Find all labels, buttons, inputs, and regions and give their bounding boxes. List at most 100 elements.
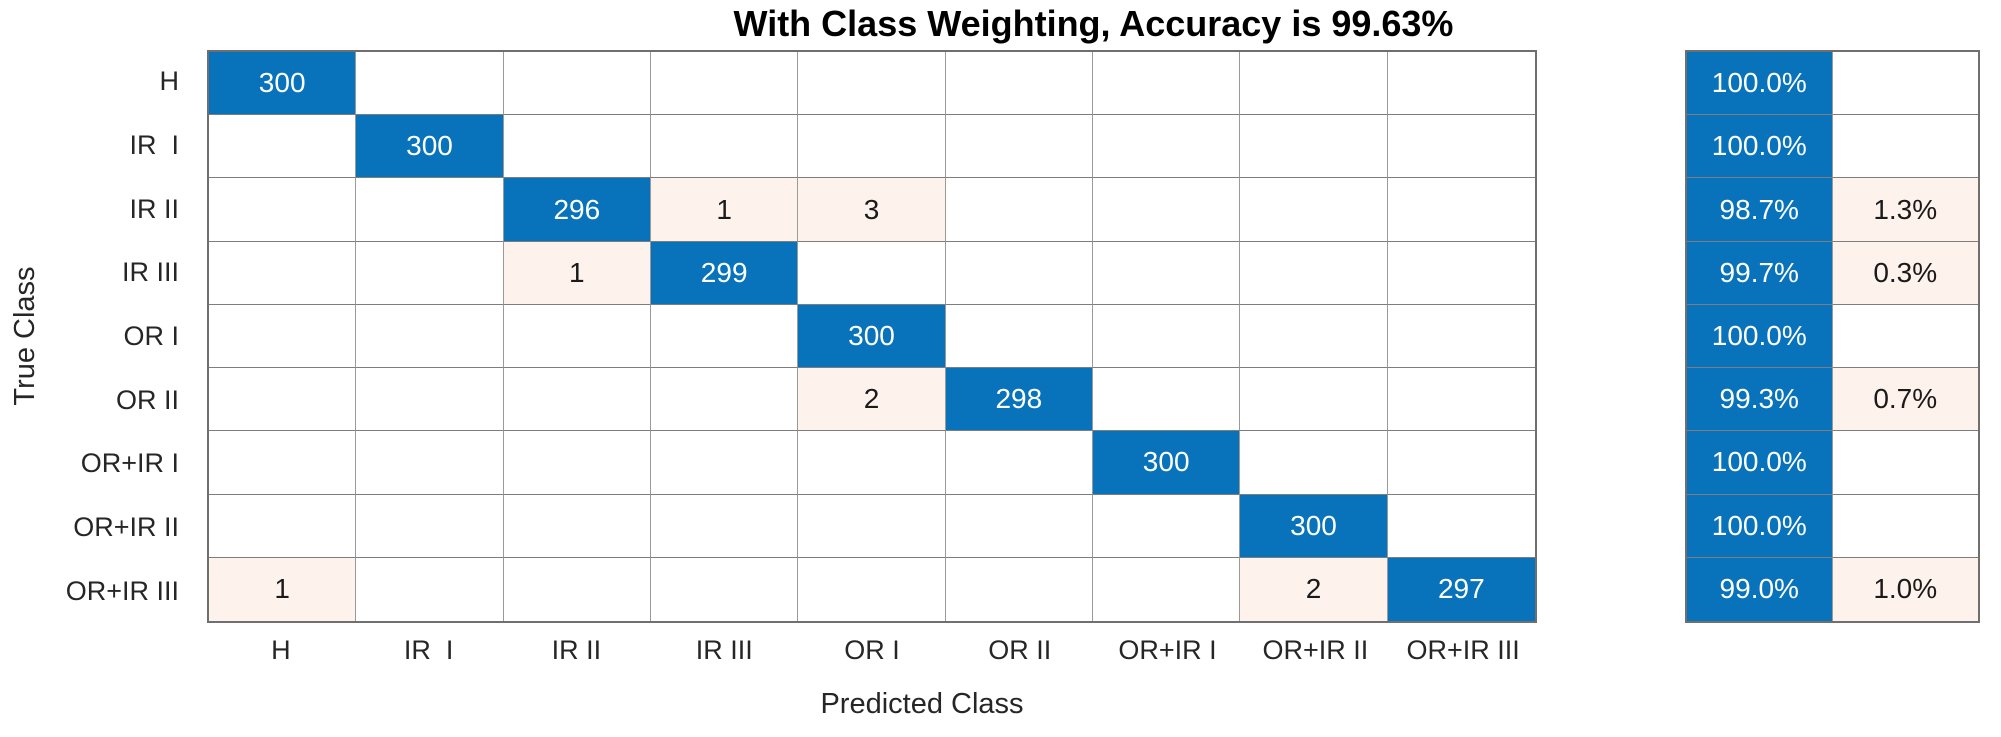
matrix-cell: 300 bbox=[356, 115, 504, 179]
matrix-cell bbox=[650, 494, 799, 558]
matrix-cell bbox=[209, 368, 357, 432]
matrix-cell bbox=[209, 115, 357, 179]
matrix-cell bbox=[503, 115, 651, 179]
y-tick-label: OR+IR II bbox=[73, 511, 179, 542]
summary-correct-cell: 99.0% bbox=[1687, 557, 1833, 621]
matrix-cell bbox=[945, 431, 1093, 495]
matrix-cell bbox=[209, 304, 357, 369]
matrix-cell bbox=[650, 52, 799, 116]
summary-correct-cell: 100.0% bbox=[1687, 115, 1833, 179]
matrix-cell bbox=[1240, 431, 1388, 495]
y-tick-label: OR II bbox=[115, 384, 179, 415]
matrix-cell bbox=[1092, 115, 1241, 179]
matrix-cell bbox=[945, 494, 1093, 558]
matrix-cell bbox=[1092, 494, 1241, 558]
matrix-cell bbox=[209, 431, 357, 495]
matrix-cell bbox=[1092, 368, 1241, 432]
matrix-cell bbox=[1387, 368, 1535, 432]
y-tick-label: IR II bbox=[129, 193, 179, 224]
matrix-cell bbox=[1240, 178, 1388, 242]
matrix-cell bbox=[650, 557, 799, 621]
matrix-cell bbox=[798, 115, 946, 179]
matrix-cell bbox=[945, 304, 1093, 369]
matrix-cell bbox=[1387, 431, 1535, 495]
y-tick-label: OR I bbox=[123, 320, 179, 351]
matrix-cell: 299 bbox=[650, 241, 799, 305]
matrix-cell bbox=[356, 304, 504, 369]
x-tick-label: H bbox=[271, 634, 291, 665]
matrix-cell bbox=[356, 178, 504, 242]
summary-incorrect-cell: 1.3% bbox=[1832, 178, 1978, 242]
matrix-cell bbox=[1387, 304, 1535, 369]
matrix-cell bbox=[503, 304, 651, 369]
summary-incorrect-cell bbox=[1832, 304, 1978, 369]
row-normalized-summary: 100.0% 100.0% 98.7% 1.3% 99.7% 0.3% 100.0% 99.3… bbox=[1685, 50, 1980, 623]
matrix-cell bbox=[798, 557, 946, 621]
matrix-cell: 300 bbox=[798, 304, 946, 369]
matrix-cell bbox=[798, 52, 946, 116]
matrix-cell bbox=[798, 431, 946, 495]
matrix-cell: 296 bbox=[503, 178, 651, 242]
matrix-cell: 2 bbox=[1240, 557, 1388, 621]
matrix-cell bbox=[209, 494, 357, 558]
matrix-cell bbox=[1387, 241, 1535, 305]
x-tick-label: IR I bbox=[403, 634, 454, 665]
matrix-cell: 300 bbox=[209, 52, 357, 116]
matrix-cell: 298 bbox=[945, 368, 1093, 432]
x-tick-label: OR+IR I bbox=[1118, 634, 1217, 665]
summary-correct-cell: 100.0% bbox=[1687, 494, 1833, 558]
summary-correct-cell: 100.0% bbox=[1687, 52, 1833, 116]
matrix-cell bbox=[1092, 178, 1241, 242]
matrix-cell bbox=[1240, 115, 1388, 179]
x-tick-label: OR I bbox=[844, 634, 900, 665]
matrix-cell bbox=[1387, 52, 1535, 116]
summary-correct-cell: 100.0% bbox=[1687, 304, 1833, 369]
x-axis-label: Predicted Class bbox=[820, 688, 1024, 720]
matrix-cell bbox=[1387, 178, 1535, 242]
matrix-cell: 3 bbox=[798, 178, 946, 242]
y-tick-label: IR I bbox=[129, 129, 179, 160]
matrix-cell: 300 bbox=[1240, 494, 1388, 558]
x-tick-label: IR III bbox=[695, 634, 753, 665]
confusion-matrix-grid: 300 300 296 1 3 1 299 300 2 298 300 300 1 2 297 bbox=[207, 50, 1537, 623]
x-tick-label: OR+IR II bbox=[1262, 634, 1369, 665]
matrix-cell bbox=[356, 241, 504, 305]
summary-incorrect-cell bbox=[1832, 115, 1978, 179]
y-axis-tick-labels: H IR I IR II IR III OR I OR II OR+IR I OR+IR II… bbox=[0, 50, 192, 623]
matrix-cell: 1 bbox=[650, 178, 799, 242]
y-tick-label: IR III bbox=[121, 257, 179, 288]
matrix-cell bbox=[650, 431, 799, 495]
matrix-cell bbox=[1092, 241, 1241, 305]
matrix-cell: 1 bbox=[503, 241, 651, 305]
matrix-cell bbox=[356, 494, 504, 558]
matrix-cell bbox=[1240, 368, 1388, 432]
chart-title: With Class Weighting, Accuracy is 99.63% bbox=[733, 3, 1454, 44]
matrix-cell bbox=[1240, 304, 1388, 369]
y-tick-label: OR+IR III bbox=[65, 575, 179, 606]
matrix-cell bbox=[1387, 115, 1535, 179]
matrix-cell bbox=[503, 557, 651, 621]
matrix-cell bbox=[650, 115, 799, 179]
matrix-cell bbox=[356, 557, 504, 621]
matrix-cell bbox=[798, 494, 946, 558]
summary-correct-cell: 100.0% bbox=[1687, 431, 1833, 495]
matrix-cell: 1 bbox=[209, 557, 357, 621]
summary-incorrect-cell bbox=[1832, 52, 1978, 116]
x-tick-label: IR II bbox=[551, 634, 602, 665]
y-tick-label: OR+IR I bbox=[80, 448, 179, 479]
y-tick-label: H bbox=[159, 66, 180, 97]
matrix-cell bbox=[356, 368, 504, 432]
matrix-cell bbox=[503, 368, 651, 432]
matrix-cell bbox=[1240, 241, 1388, 305]
matrix-cell: 300 bbox=[1092, 431, 1241, 495]
matrix-cell bbox=[945, 557, 1093, 621]
matrix-cell bbox=[209, 178, 357, 242]
matrix-cell bbox=[503, 52, 651, 116]
matrix-cell bbox=[1092, 304, 1241, 369]
matrix-cell bbox=[650, 304, 799, 369]
summary-incorrect-cell bbox=[1832, 494, 1978, 558]
matrix-cell: 2 bbox=[798, 368, 946, 432]
summary-correct-cell: 99.7% bbox=[1687, 241, 1833, 305]
matrix-cell bbox=[1387, 494, 1535, 558]
